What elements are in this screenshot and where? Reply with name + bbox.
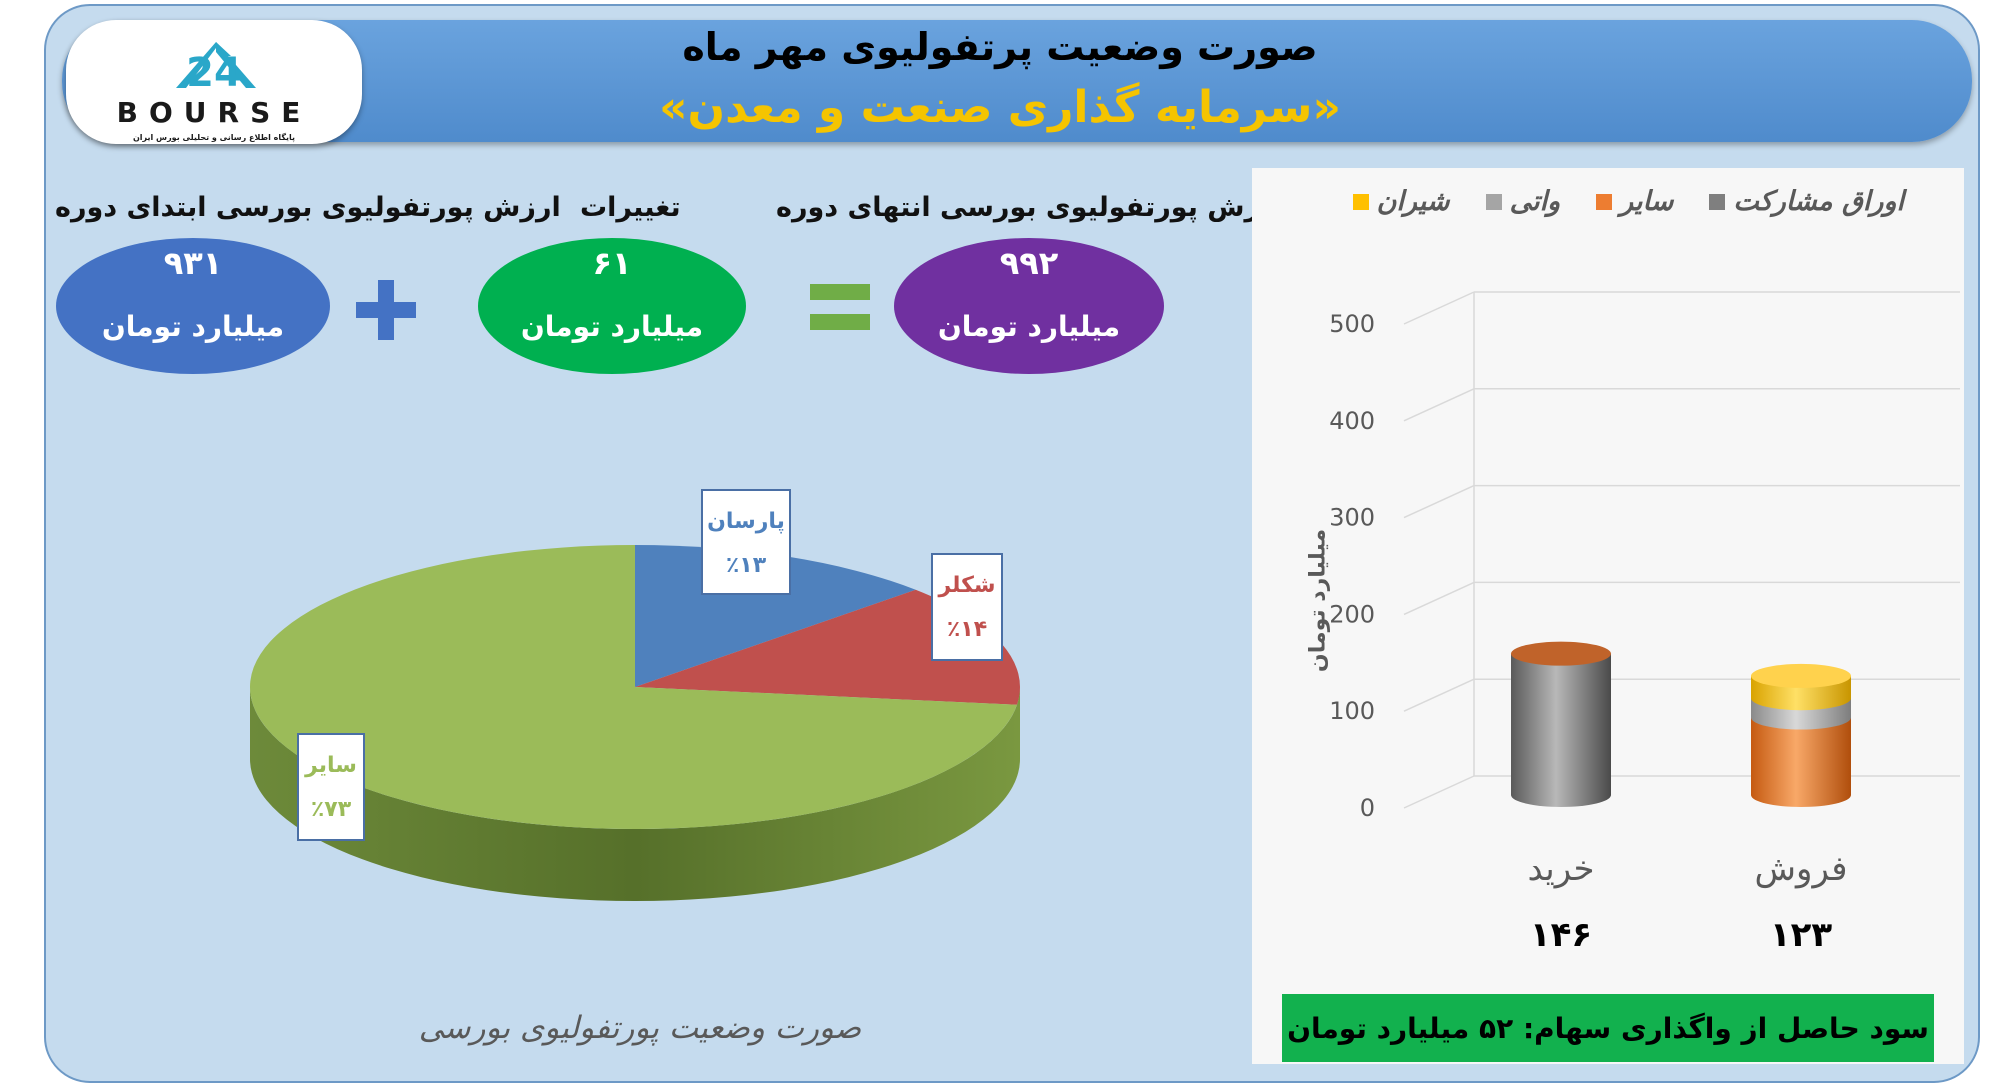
legend-swatch — [1485, 193, 1502, 210]
page-subtitle: «سرمایه گذاری صنعت و معدن» — [659, 82, 1341, 133]
page-title: صورت وضعیت پرتفولیوی مهر ماه — [682, 25, 1318, 69]
legend-label: سایر — [1620, 186, 1674, 217]
legend-item: سایر — [1596, 186, 1673, 217]
equals-icon — [810, 284, 870, 338]
legend-item: واتی — [1485, 186, 1561, 217]
end-value: ۹۹۲ — [999, 244, 1059, 282]
legend-label: اوراق مشارکت — [1733, 186, 1904, 217]
change-value: ۶۱ — [592, 244, 632, 282]
y-axis-label: میلیارد تومان — [1305, 528, 1331, 673]
start-value-oval: ۹۳۱ میلیارد تومان — [56, 238, 330, 374]
plus-icon — [356, 280, 416, 344]
bar-chart-legend: شیران واتی سایر اوراق مشارکت — [1352, 186, 1904, 217]
legend-label: واتی — [1509, 186, 1561, 217]
logo-subtext: پایگاه اطلاع رسانی و تحلیلی بورس ایران — [132, 133, 296, 142]
legend-item: شیران — [1352, 186, 1450, 217]
start-value: ۹۳۱ — [163, 244, 223, 282]
logo-text: BOURSE — [116, 96, 312, 129]
logo-mark-icon: 24 — [176, 42, 256, 96]
end-label: ارزش پورتفولیوی بورسی انتهای دوره — [776, 192, 1285, 223]
start-unit: میلیارد تومان — [101, 310, 285, 343]
start-label: ارزش پورتفولیوی بورسی ابتدای دوره — [55, 192, 561, 223]
legend-item: اوراق مشارکت — [1709, 186, 1904, 217]
bar-chart-panel — [1252, 168, 1964, 1064]
change-label: تغییرات — [580, 192, 681, 223]
legend-swatch — [1352, 193, 1369, 210]
legend-swatch — [1596, 193, 1613, 210]
pie-chart-title: صورت وضعیت پورتفولیوی بورسی — [418, 1010, 862, 1046]
legend-label: شیران — [1376, 186, 1450, 217]
end-unit: میلیارد تومان — [937, 310, 1121, 343]
sale-profit-note: سود حاصل از واگذاری سهام: ۵۲ میلیارد توم… — [1282, 994, 1934, 1062]
logo: 24 BOURSE پایگاه اطلاع رسانی و تحلیلی بو… — [66, 20, 362, 144]
change-value-oval: ۶۱ میلیارد تومان — [478, 238, 746, 374]
title-banner — [62, 20, 1972, 142]
change-unit: میلیارد تومان — [520, 310, 704, 343]
legend-swatch — [1709, 193, 1726, 210]
svg-text:24: 24 — [186, 50, 242, 96]
end-value-oval: ۹۹۲ میلیارد تومان — [894, 238, 1164, 374]
